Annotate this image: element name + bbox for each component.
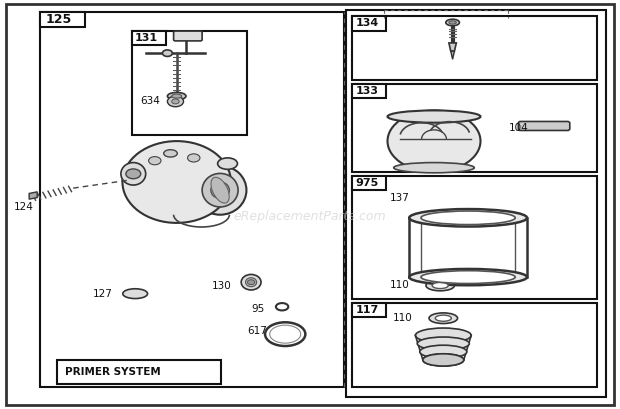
Text: 634: 634 <box>140 96 160 106</box>
Ellipse shape <box>423 354 464 366</box>
Ellipse shape <box>417 337 469 350</box>
Bar <box>132 31 247 135</box>
Bar <box>352 16 386 31</box>
Ellipse shape <box>429 313 458 324</box>
Ellipse shape <box>167 92 186 100</box>
Ellipse shape <box>423 354 464 366</box>
Text: 137: 137 <box>389 193 409 203</box>
Ellipse shape <box>426 280 454 291</box>
Bar <box>352 84 386 98</box>
Circle shape <box>149 157 161 165</box>
Text: 95: 95 <box>251 304 264 314</box>
Text: PRIMER SYSTEM: PRIMER SYSTEM <box>65 367 161 377</box>
Circle shape <box>162 50 172 56</box>
Text: 134: 134 <box>355 18 378 28</box>
Text: 125: 125 <box>45 13 71 26</box>
Circle shape <box>187 154 200 162</box>
Ellipse shape <box>246 278 257 287</box>
Ellipse shape <box>123 289 148 299</box>
Ellipse shape <box>394 162 474 173</box>
Text: 117: 117 <box>355 305 378 315</box>
Ellipse shape <box>241 274 261 290</box>
Text: 110: 110 <box>393 313 413 323</box>
Circle shape <box>167 96 184 107</box>
Bar <box>352 303 597 387</box>
Text: eReplacementParts.com: eReplacementParts.com <box>234 210 386 223</box>
Ellipse shape <box>202 173 238 207</box>
Bar <box>346 10 606 397</box>
Ellipse shape <box>121 162 146 185</box>
Circle shape <box>126 169 141 179</box>
Text: 110: 110 <box>389 281 409 290</box>
Circle shape <box>172 99 179 104</box>
Ellipse shape <box>172 94 182 98</box>
Ellipse shape <box>409 269 527 285</box>
Ellipse shape <box>211 177 229 203</box>
Bar <box>40 12 85 27</box>
Bar <box>352 84 597 172</box>
Ellipse shape <box>415 328 471 343</box>
Ellipse shape <box>432 282 448 289</box>
Bar <box>40 12 344 387</box>
Text: 131: 131 <box>135 33 158 43</box>
Ellipse shape <box>435 315 451 321</box>
Polygon shape <box>451 51 454 59</box>
Ellipse shape <box>421 271 515 283</box>
FancyBboxPatch shape <box>174 31 202 41</box>
Circle shape <box>247 280 255 285</box>
Text: 130: 130 <box>212 281 232 291</box>
Ellipse shape <box>122 141 231 223</box>
Bar <box>352 303 386 317</box>
Bar <box>352 176 386 190</box>
Text: 975: 975 <box>355 178 378 188</box>
Bar <box>352 176 597 299</box>
Polygon shape <box>29 192 37 199</box>
Text: 104: 104 <box>508 123 528 133</box>
Text: 133: 133 <box>355 86 378 96</box>
Ellipse shape <box>164 150 177 157</box>
Text: 617: 617 <box>247 326 267 336</box>
Ellipse shape <box>446 19 459 26</box>
Text: 127: 127 <box>93 289 113 299</box>
Ellipse shape <box>193 166 246 215</box>
Ellipse shape <box>409 209 527 227</box>
Bar <box>132 31 166 45</box>
Bar <box>352 16 597 80</box>
Ellipse shape <box>420 345 467 358</box>
Ellipse shape <box>218 158 237 169</box>
Ellipse shape <box>449 21 456 24</box>
Ellipse shape <box>388 110 480 123</box>
Circle shape <box>388 110 480 172</box>
Ellipse shape <box>211 182 229 198</box>
Text: 124: 124 <box>14 202 33 211</box>
Bar <box>57 360 221 384</box>
Ellipse shape <box>421 211 515 225</box>
FancyBboxPatch shape <box>518 121 570 130</box>
Polygon shape <box>449 43 456 51</box>
